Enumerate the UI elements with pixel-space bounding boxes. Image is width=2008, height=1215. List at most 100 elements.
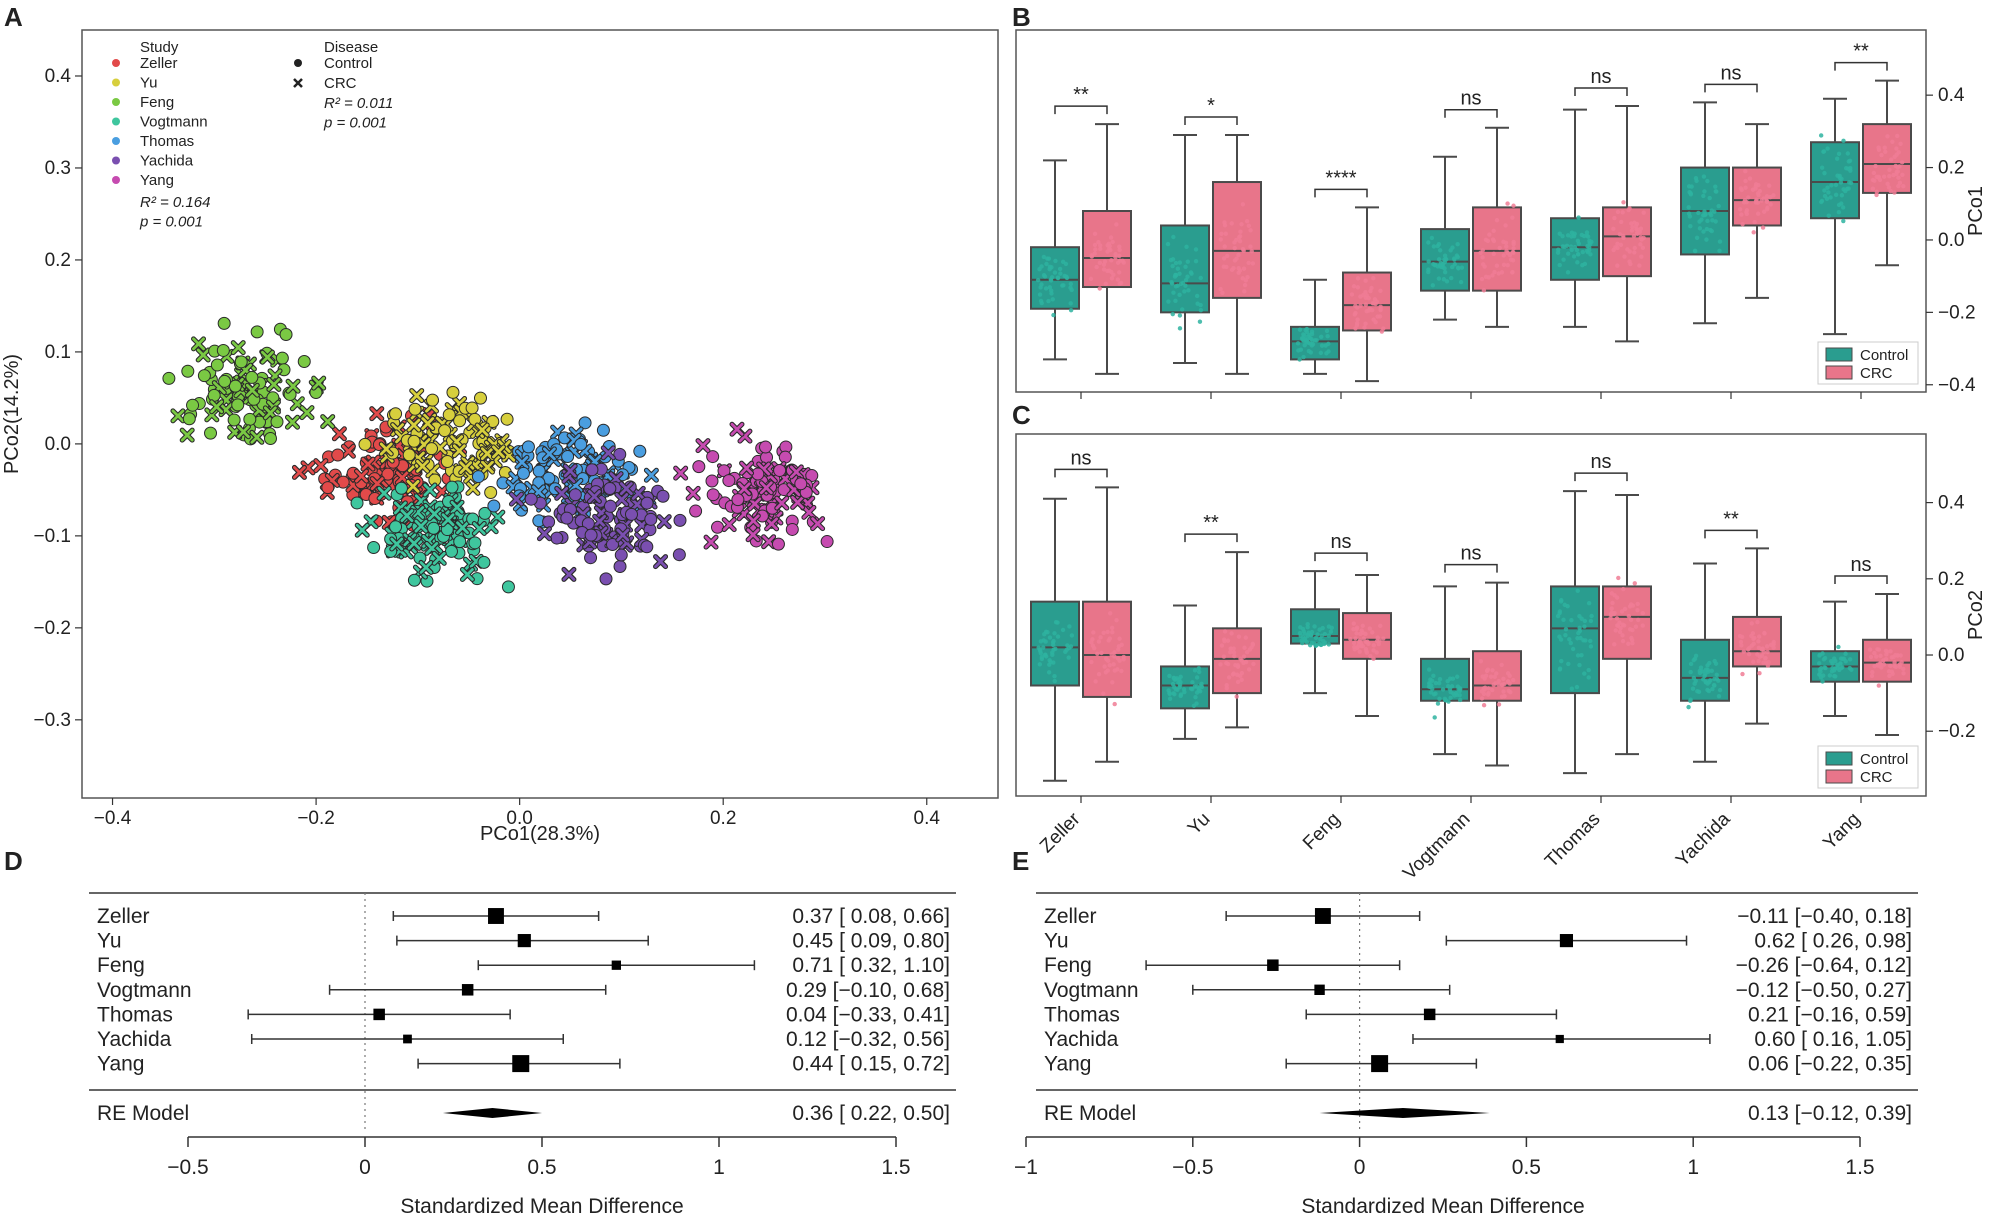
- jitter-point: [1567, 637, 1572, 642]
- jitter-point: [1308, 341, 1313, 346]
- jitter-point: [1222, 244, 1227, 249]
- x-category-label: Feng: [1299, 809, 1344, 854]
- jitter-point: [1586, 600, 1592, 606]
- jitter-point: [1240, 276, 1245, 281]
- forest-study-label: Yang: [1044, 1053, 1092, 1076]
- jitter-point: [1826, 190, 1831, 195]
- scatter-point-crc: [406, 480, 420, 493]
- legend-control-swatch: [1825, 347, 1853, 362]
- jitter-point: [1888, 649, 1893, 654]
- jitter-point: [1701, 213, 1706, 218]
- scatter-point-crc: [696, 439, 710, 453]
- jitter-point: [1374, 650, 1379, 655]
- jitter-point: [1324, 328, 1330, 334]
- jitter-point: [1431, 673, 1436, 679]
- jitter-point: [1765, 649, 1770, 655]
- jitter-point: [1371, 648, 1376, 653]
- jitter-point: [1491, 228, 1496, 233]
- jitter-point: [1043, 286, 1049, 291]
- x-category-label: Yang: [1819, 809, 1864, 854]
- jitter-point: [1557, 231, 1562, 236]
- scatter-point-control: [516, 466, 530, 480]
- scatter-point-crc: [171, 409, 185, 423]
- y-tick-label: −0.3: [33, 710, 71, 731]
- jitter-point: [1640, 245, 1646, 251]
- jitter-point: [1589, 613, 1594, 619]
- jitter-point: [1115, 667, 1120, 672]
- jitter-point: [1111, 272, 1116, 277]
- jitter-point: [1249, 645, 1254, 650]
- jitter-point: [1035, 277, 1041, 283]
- jitter-point: [1185, 259, 1191, 264]
- jitter-point: [1112, 701, 1117, 707]
- scatter-point-crc: [293, 466, 306, 479]
- jitter-point: [1845, 151, 1851, 156]
- jitter-point: [1363, 302, 1369, 307]
- jitter-point: [1371, 643, 1377, 648]
- jitter-point: [1702, 673, 1707, 679]
- jitter-point: [1250, 641, 1255, 647]
- forest-point-estimate: [461, 984, 474, 996]
- jitter-point: [1236, 266, 1241, 271]
- jitter-point: [1177, 260, 1183, 265]
- scatter-point-crc: [740, 461, 753, 475]
- jitter-point: [1566, 661, 1571, 667]
- jitter-point: [1841, 218, 1846, 224]
- box-crc: [1472, 650, 1522, 702]
- jitter-point: [1180, 307, 1185, 312]
- jitter-point: [1090, 637, 1095, 642]
- scatter-point-crc: [555, 486, 569, 500]
- jitter-point: [1877, 177, 1883, 183]
- jitter-point: [1819, 165, 1825, 170]
- jitter-point: [1046, 256, 1052, 261]
- jitter-point: [1836, 209, 1842, 215]
- jitter-point: [1367, 626, 1372, 631]
- legend-study-marker: [112, 137, 120, 145]
- jitter-point: [1307, 335, 1313, 341]
- jitter-point: [1620, 633, 1625, 638]
- scatter-point-control: [250, 325, 264, 339]
- jitter-point: [1246, 667, 1252, 672]
- jitter-point: [1626, 613, 1632, 619]
- jitter-point: [1707, 195, 1712, 201]
- jitter-point: [1378, 288, 1383, 294]
- jitter-point: [1178, 692, 1184, 697]
- jitter-point: [1236, 234, 1242, 240]
- significance-label: ns: [1590, 66, 1611, 88]
- jitter-point: [1194, 684, 1200, 689]
- jitter-point: [1564, 243, 1570, 248]
- jitter-point: [1363, 278, 1368, 283]
- panel-letter-c: C: [1012, 400, 1031, 430]
- jitter-point: [1559, 658, 1564, 664]
- jitter-point: [1242, 645, 1247, 650]
- scatter-point-control: [603, 499, 617, 513]
- jitter-point: [1565, 270, 1571, 275]
- jitter-point: [1714, 672, 1719, 677]
- jitter-point: [1739, 187, 1744, 193]
- jitter-point: [1883, 149, 1888, 154]
- jitter-point: [1052, 678, 1057, 684]
- jitter-point: [1363, 321, 1368, 326]
- jitter-point: [1887, 167, 1892, 173]
- jitter-point: [1358, 303, 1363, 308]
- jitter-point: [1181, 687, 1187, 692]
- scatter-point-crc: [615, 493, 629, 506]
- scatter-point-control: [468, 536, 482, 550]
- scatter-point-control: [524, 492, 538, 506]
- scatter-point-crc: [601, 446, 615, 460]
- scatter-point-crc: [250, 430, 264, 444]
- jitter-point: [1714, 189, 1719, 194]
- jitter-point: [1189, 271, 1194, 276]
- legend-study-zeller: Zeller: [140, 55, 178, 72]
- jitter-point: [1901, 671, 1906, 676]
- scatter-point-crc: [379, 442, 393, 456]
- forest-study-label: Yachida: [1044, 1028, 1119, 1051]
- legend-study-yang: Yang: [140, 172, 174, 189]
- scatter-point-control: [350, 496, 364, 510]
- legend-study-stat: p = 0.001: [139, 214, 203, 231]
- jitter-point: [1622, 606, 1628, 612]
- jitter-point: [1326, 349, 1331, 354]
- jitter-point: [1574, 684, 1580, 690]
- jitter-point: [1568, 244, 1574, 249]
